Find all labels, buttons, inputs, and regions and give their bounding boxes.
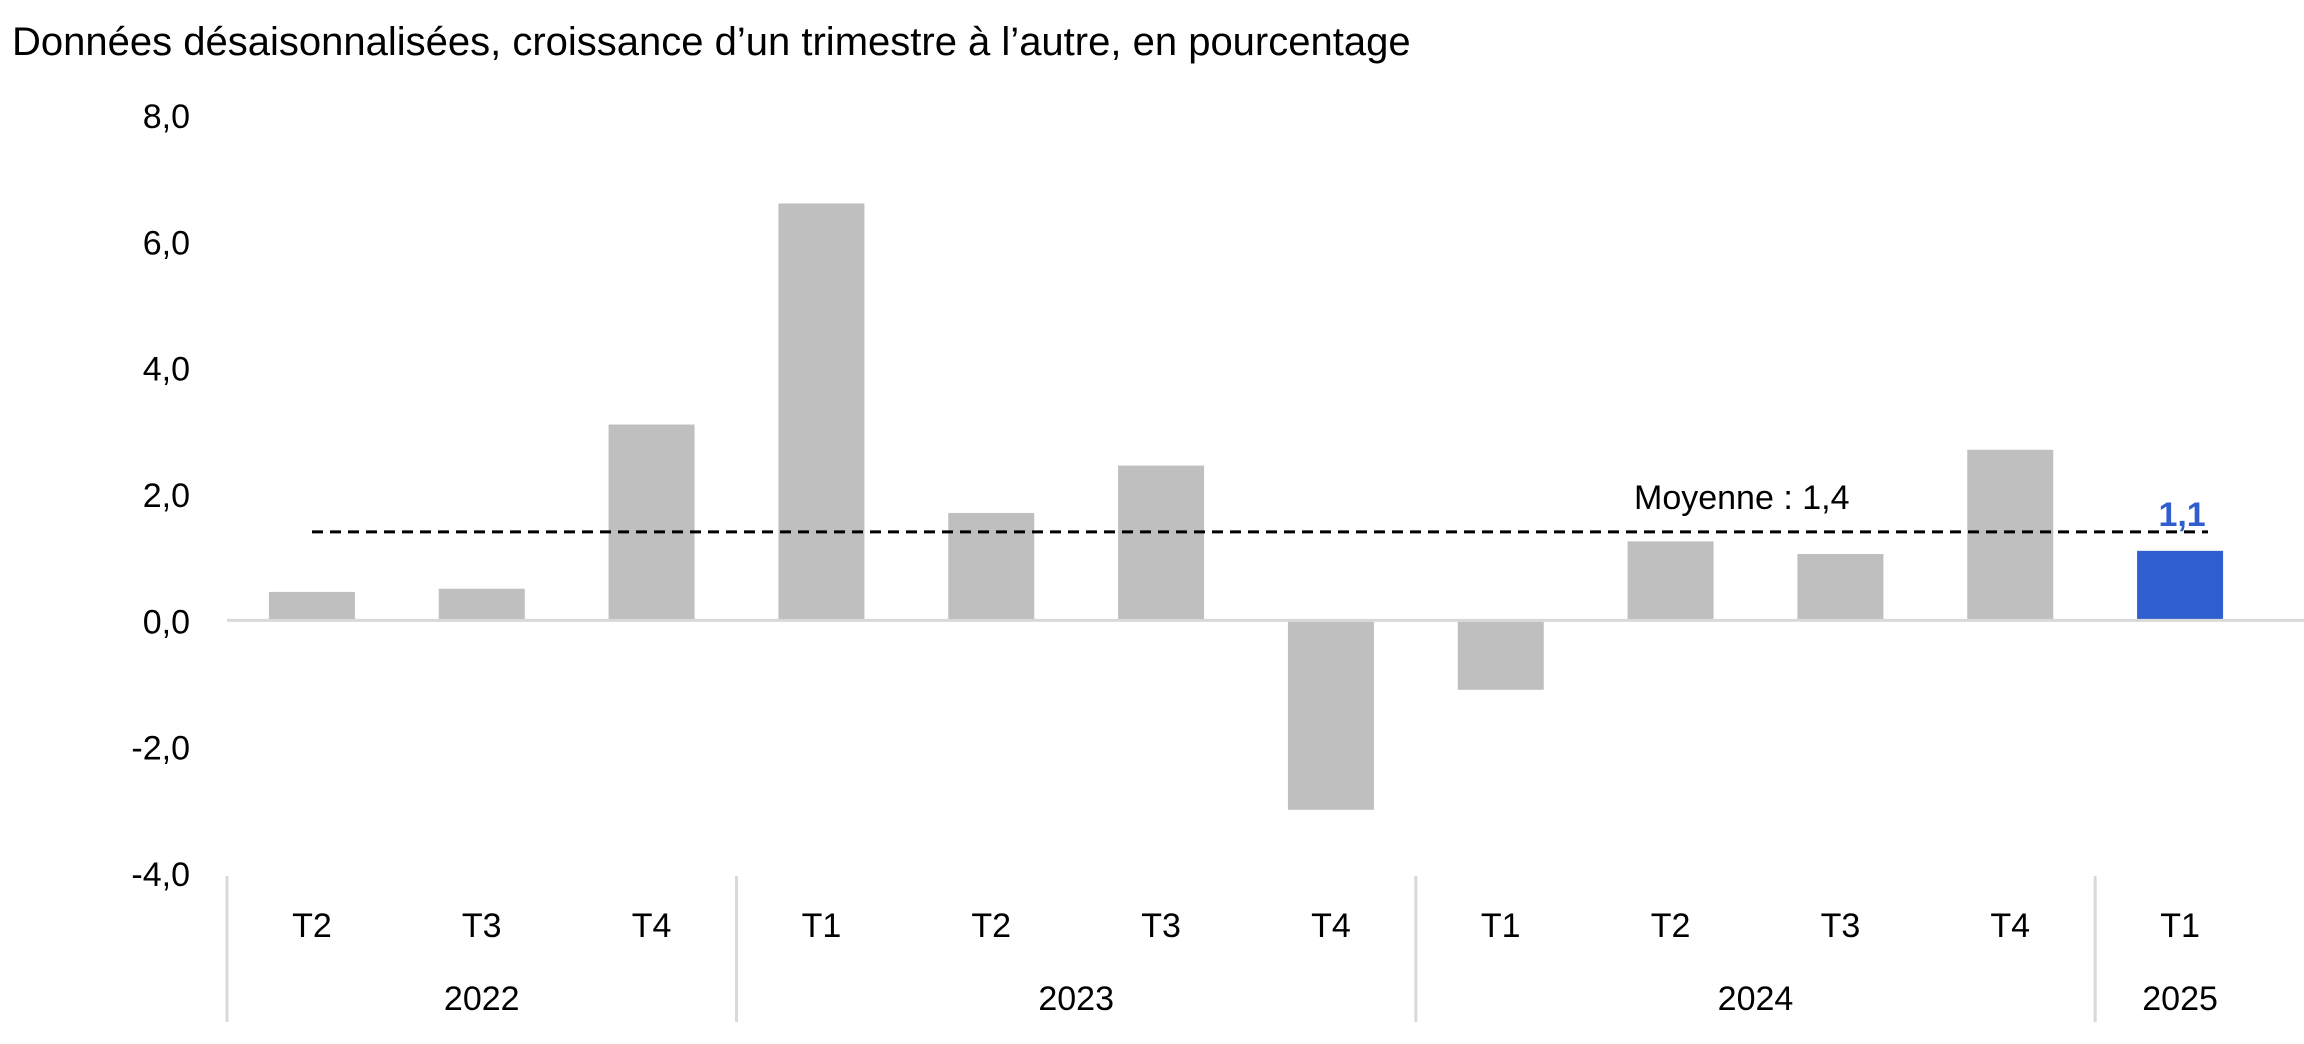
- y-tick-label: 4,0: [143, 351, 190, 389]
- y-tick-label: 0,0: [143, 603, 190, 641]
- bar: [1797, 554, 1884, 621]
- x-group-label: 2022: [444, 980, 520, 1018]
- y-axis-ticks: -4,0 -2,0 0,0 2,0 4,0 6,0 8,0: [131, 98, 190, 894]
- average-label: Moyenne : 1,4: [1634, 479, 1849, 517]
- x-tick-label: T2: [292, 907, 332, 945]
- bars: [268, 203, 2224, 810]
- x-tick-label: T4: [1990, 907, 2030, 945]
- y-tick-label: 8,0: [143, 98, 190, 136]
- y-tick-label: -2,0: [131, 730, 190, 768]
- bar: [778, 203, 865, 621]
- bar: [1118, 465, 1205, 621]
- x-tick-label: T3: [1141, 907, 1181, 945]
- x-tick-label: T2: [971, 907, 1011, 945]
- highlight-data-label: 1,1: [2158, 496, 2205, 534]
- chart-title: Données désaisonnalisées, croissance d’u…: [12, 20, 1411, 64]
- bar: [948, 512, 1035, 621]
- bar: [1287, 620, 1374, 810]
- bar: [1457, 620, 1544, 690]
- bar: [1967, 449, 2054, 621]
- bar: [268, 591, 355, 621]
- x-tick-label: T3: [462, 907, 502, 945]
- bar: [1627, 541, 1714, 621]
- bar: [438, 588, 525, 621]
- bar: [608, 424, 695, 621]
- y-tick-label: 2,0: [143, 477, 190, 515]
- highlighted-bar: [2137, 550, 2224, 621]
- x-axis: T2 T3 T4 T1 T2 T3 T4 T1 T2 T3 T4 T1 2022 2023 2024 2025: [225, 876, 2218, 1022]
- x-tick-label: T4: [632, 907, 672, 945]
- y-tick-label: 6,0: [143, 224, 190, 262]
- x-group-label: 2025: [2142, 980, 2218, 1018]
- x-tick-label: T4: [1311, 907, 1351, 945]
- y-tick-label: -4,0: [131, 856, 190, 894]
- x-tick-label: T1: [2160, 907, 2200, 945]
- x-group-label: 2024: [1718, 980, 1794, 1018]
- x-tick-label: T1: [802, 907, 842, 945]
- x-group-label: 2023: [1038, 980, 1114, 1018]
- x-tick-label: T2: [1651, 907, 1691, 945]
- x-tick-label: T1: [1481, 907, 1521, 945]
- x-tick-label: T3: [1821, 907, 1861, 945]
